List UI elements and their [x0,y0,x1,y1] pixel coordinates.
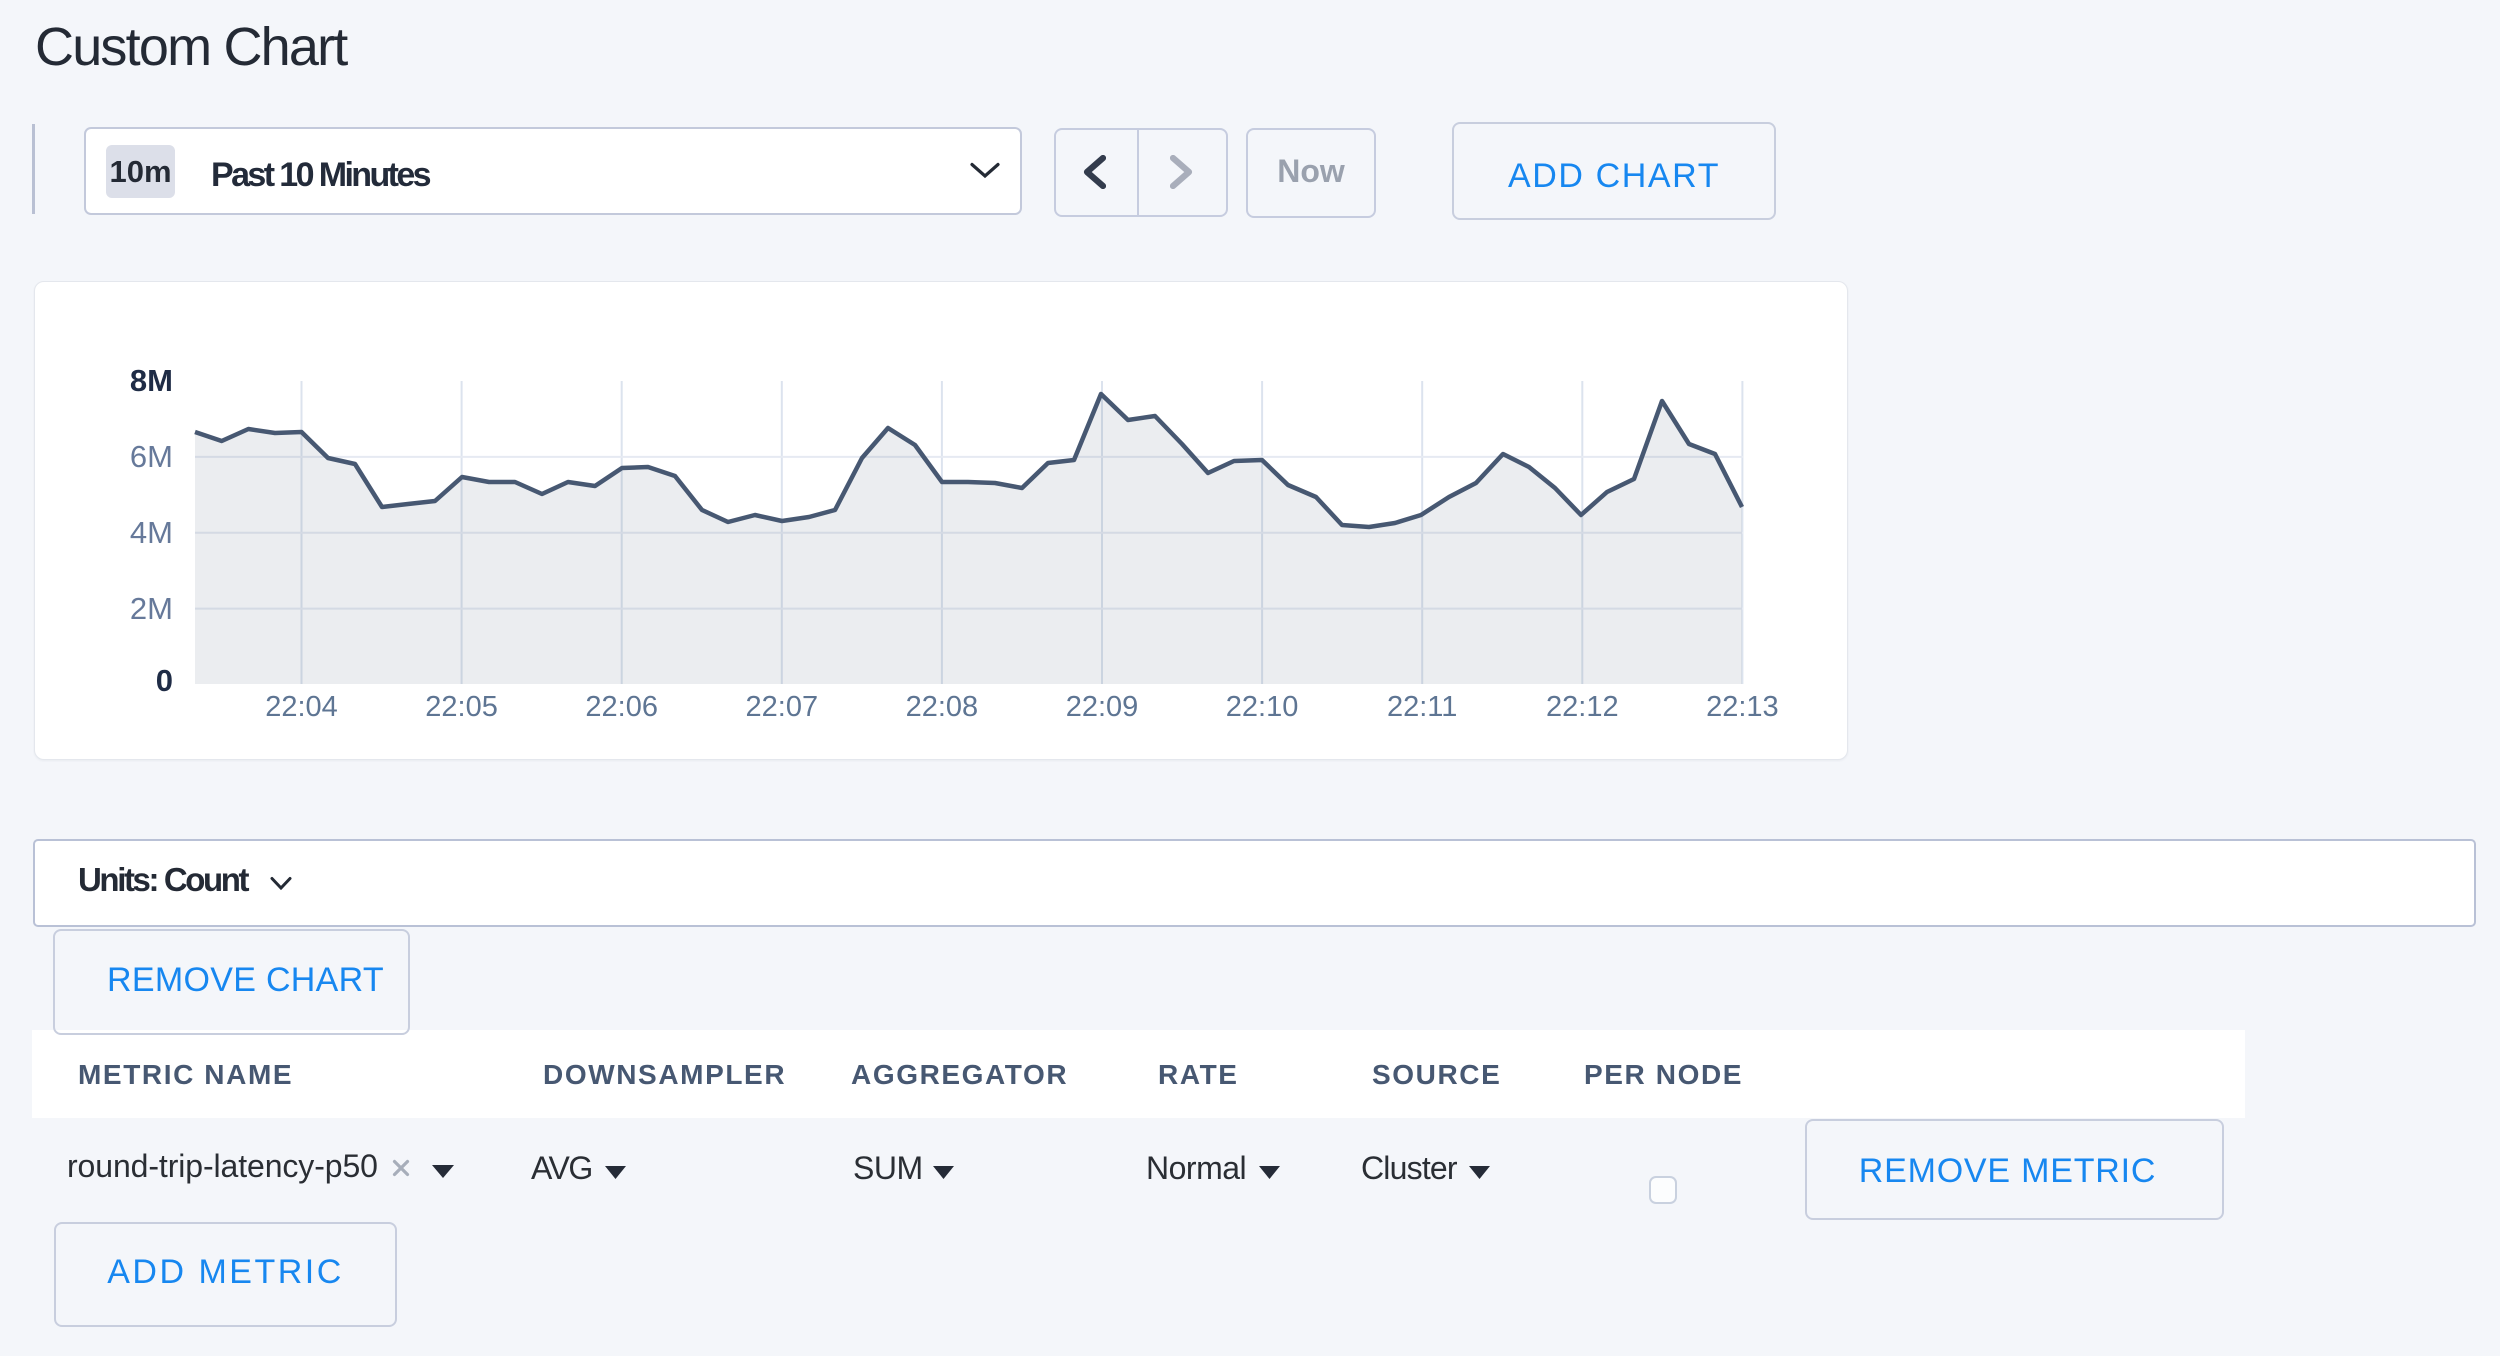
svg-text:6M: 6M [130,439,173,474]
svg-text:22:04: 22:04 [265,691,338,723]
svg-text:22:06: 22:06 [585,691,658,723]
svg-text:22:11: 22:11 [1387,691,1457,723]
svg-text:8M: 8M [130,363,173,398]
svg-text:22:10: 22:10 [1226,691,1299,723]
svg-text:22:07: 22:07 [746,691,819,723]
svg-text:4M: 4M [130,515,173,550]
svg-text:2M: 2M [130,591,173,626]
svg-text:22:13: 22:13 [1706,691,1779,723]
svg-text:22:05: 22:05 [425,691,498,723]
svg-text:22:08: 22:08 [906,691,979,723]
svg-text:22:09: 22:09 [1066,691,1139,723]
svg-text:0: 0 [156,663,173,698]
svg-text:22:12: 22:12 [1546,691,1619,723]
